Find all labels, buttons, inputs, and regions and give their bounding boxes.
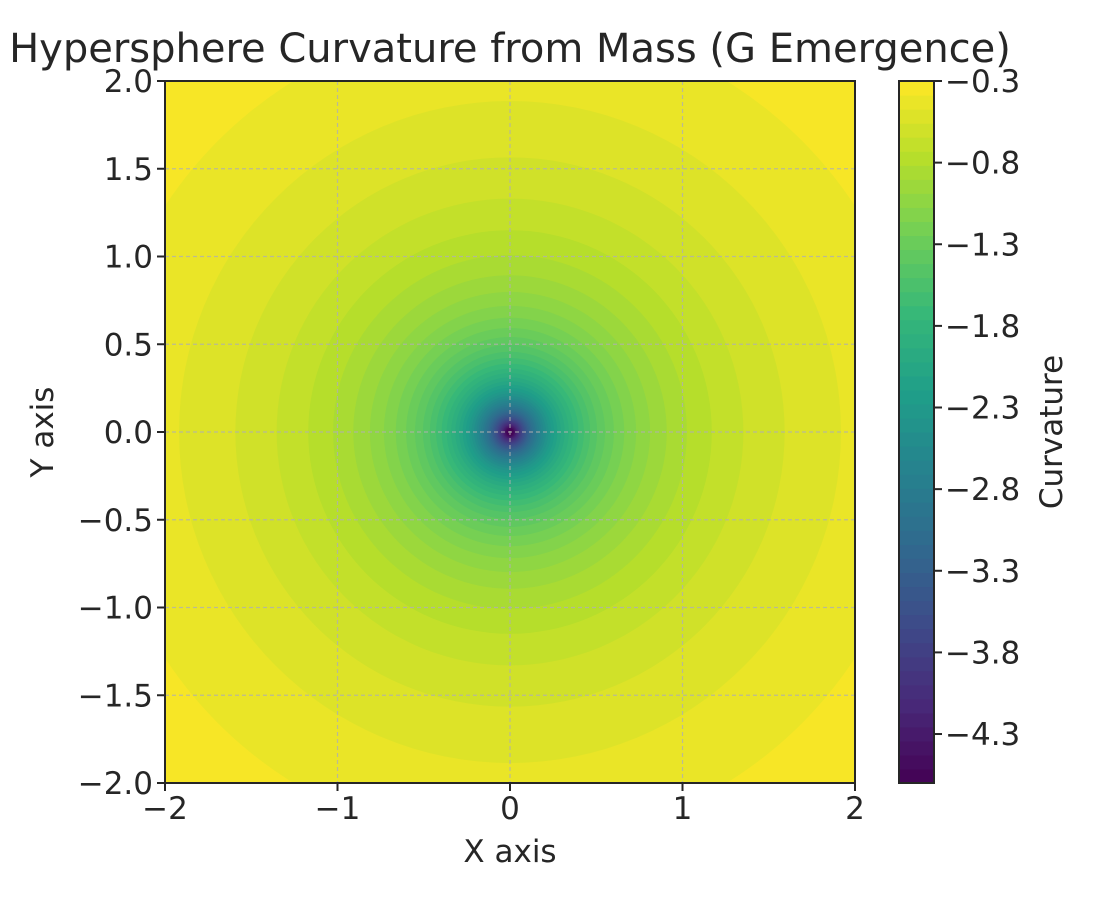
y-tick-label: 0.5 (104, 327, 153, 363)
colorbar-segment (899, 768, 934, 784)
colorbar-tick-label: −4.3 (945, 717, 1020, 753)
colorbar-segment (899, 137, 934, 152)
y-axis-ticks: 2.0 1.5 1.0 0.5 0.0 −0.5 −1.0 −1.5 −2.0 (78, 64, 165, 802)
colorbar-segment (899, 249, 934, 265)
colorbar-frame (898, 80, 935, 784)
colorbar-segment (899, 432, 934, 447)
colorbar-segment (899, 656, 934, 672)
colorbar-segment (899, 347, 934, 363)
colorbar-segment (899, 460, 934, 475)
colorbar-segment (899, 488, 934, 503)
colorbar-segment (899, 642, 934, 658)
colorbar-segment (899, 670, 934, 686)
colorbar-segment (899, 684, 934, 700)
colorbar-segment (899, 81, 934, 96)
colorbar-segment (899, 417, 934, 433)
colorbar-segment (899, 586, 934, 602)
colorbar-tick-label: −3.8 (945, 635, 1020, 671)
colorbar-tick-label: −1.8 (945, 309, 1020, 345)
colorbar-segment (899, 558, 934, 573)
colorbar-tick-label: −1.3 (945, 227, 1020, 263)
colorbar-ticks: −0.3 −0.8 −1.3 −1.8 −2.3 −2.8 −3.3 −3.8 −4.3 (934, 64, 1020, 753)
colorbar-segment (899, 628, 934, 644)
colorbar-segment (899, 446, 934, 461)
colorbar-segment (899, 165, 934, 180)
colorbar-segment (899, 319, 934, 335)
x-tick-label: 1 (673, 791, 693, 827)
colorbar-segment (899, 151, 934, 166)
x-tick-label: −2 (142, 791, 188, 827)
colorbar-segment (899, 361, 934, 377)
colorbar-segment (899, 474, 934, 489)
colorbar-segment (899, 502, 934, 517)
colorbar-segment (899, 726, 934, 742)
colorbar-segment (899, 740, 934, 756)
colorbar-segment (899, 530, 934, 545)
colorbar-segment (899, 403, 934, 419)
y-tick-label: 1.5 (104, 152, 153, 188)
y-tick-label: 0.0 (104, 415, 153, 451)
colorbar-segment (899, 375, 934, 391)
y-tick-label: −1.5 (78, 678, 153, 714)
colorbar-label: Curvature (1034, 355, 1070, 509)
colorbar-tick-label: −2.3 (945, 391, 1020, 427)
colorbar-segment (899, 95, 934, 110)
y-tick-label: −1.0 (78, 591, 153, 627)
y-axis-label: Y axis (25, 387, 61, 479)
x-tick-label: 2 (845, 791, 865, 827)
grid (165, 81, 855, 783)
colorbar-segment (899, 221, 934, 237)
x-tick-label: 0 (500, 791, 520, 827)
colorbar-segment (899, 698, 934, 714)
colorbar-tick-label: −3.3 (945, 554, 1020, 590)
colorbar-segment (899, 754, 934, 770)
colorbar-tick-label: −0.3 (945, 64, 1020, 100)
colorbar-segment (899, 600, 934, 616)
colorbar-segment (899, 235, 934, 251)
colorbar-segment (899, 193, 934, 208)
colorbar-segment (899, 614, 934, 630)
colorbar-segment (899, 305, 934, 321)
colorbar-segment (899, 277, 934, 293)
x-axis-ticks: −2 −1 0 1 2 (142, 783, 865, 827)
colorbar-segment (899, 544, 934, 559)
colorbar (899, 81, 934, 784)
colorbar-segment (899, 516, 934, 531)
colorbar-tick-label: −0.8 (945, 146, 1020, 182)
y-tick-label: 1.0 (104, 240, 153, 276)
colorbar-segment (899, 123, 934, 138)
colorbar-segment (899, 712, 934, 728)
colorbar-segment (899, 263, 934, 279)
colorbar-segment (899, 179, 934, 194)
y-tick-label: −0.5 (78, 503, 153, 539)
x-tick-label: −1 (315, 791, 361, 827)
colorbar-segment (899, 291, 934, 307)
x-axis-label: X axis (463, 834, 556, 870)
colorbar-segment (899, 389, 934, 405)
chart-title: Hypersphere Curvature from Mass (G Emerg… (9, 26, 1011, 72)
colorbar-segment (899, 109, 934, 124)
colorbar-segment (899, 333, 934, 349)
colorbar-segment (899, 572, 934, 588)
y-tick-label: −2.0 (78, 766, 153, 802)
y-tick-label: 2.0 (104, 64, 153, 100)
colorbar-segment (899, 207, 934, 222)
colorbar-tick-label: −2.8 (945, 472, 1020, 508)
